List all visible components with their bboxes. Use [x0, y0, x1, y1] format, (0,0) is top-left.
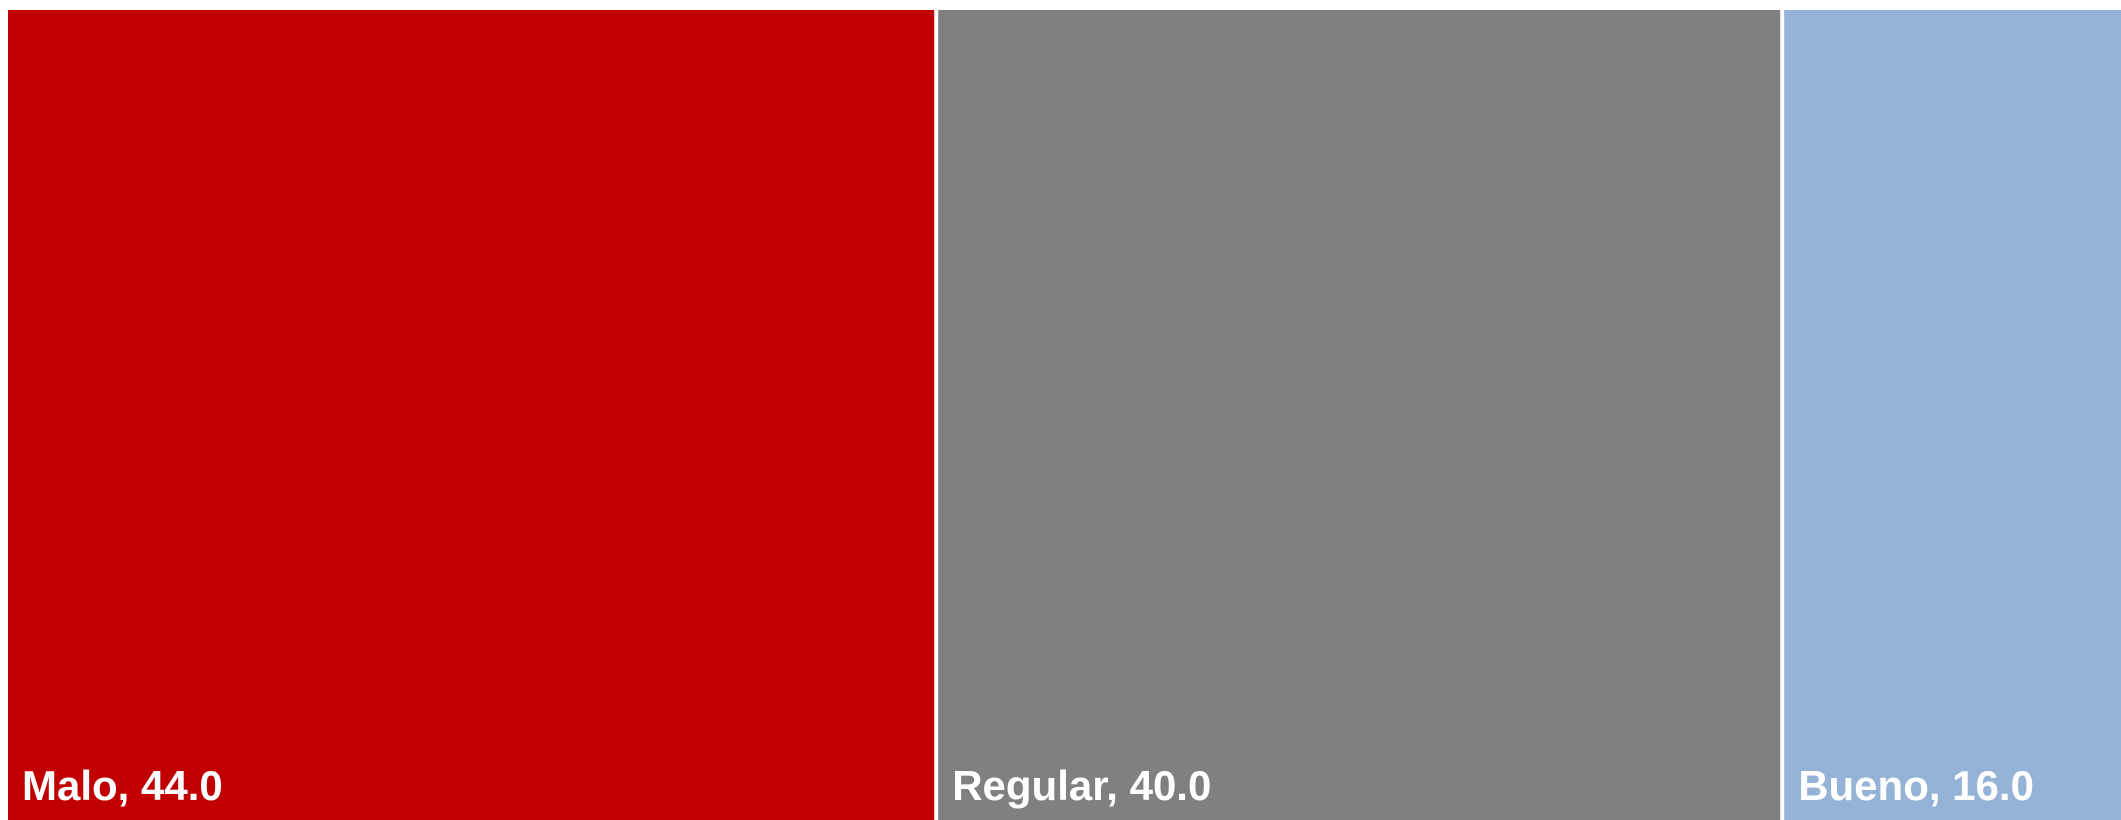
tile-label-regular: Regular, 40.0 [952, 762, 1211, 809]
tile-malo [8, 10, 935, 820]
treemap-tiles [8, 10, 2121, 820]
tile-label-malo: Malo, 44.0 [22, 762, 223, 809]
treemap-labels: Malo, 44.0 Regular, 40.0 Bueno, 16.0 [22, 762, 2034, 809]
tile-label-bueno: Bueno, 16.0 [1798, 762, 2034, 809]
tile-regular [938, 10, 1781, 820]
tile-bueno [1784, 10, 2121, 820]
